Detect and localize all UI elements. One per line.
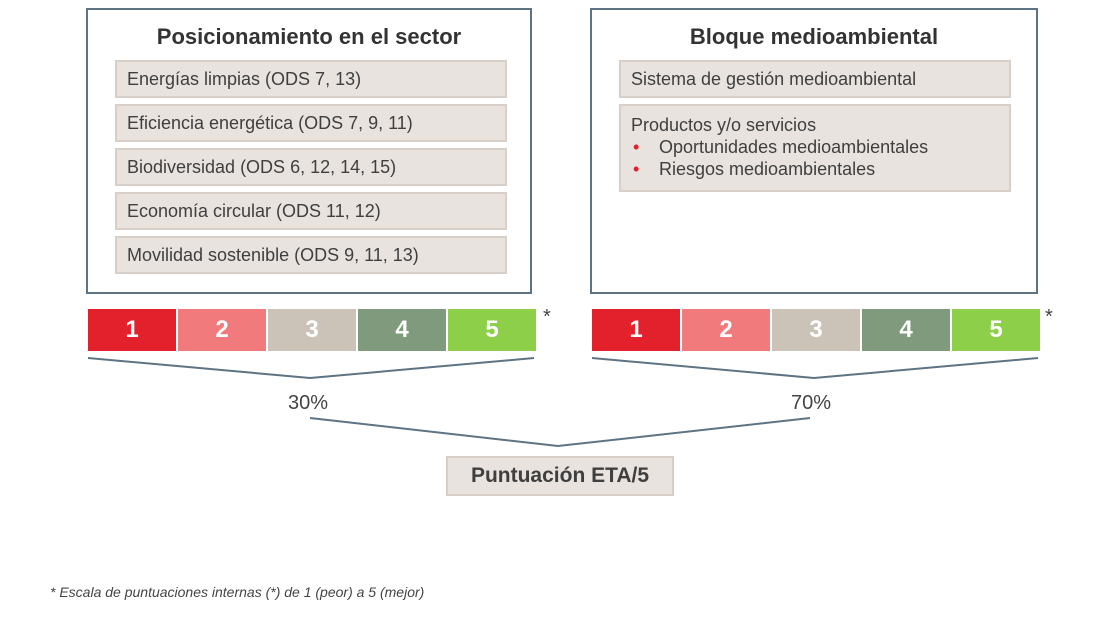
list-item: Biodiversidad (ODS 6, 12, 14, 15) (115, 148, 507, 186)
list-item: Sistema de gestión medioambiental (619, 60, 1011, 98)
bullet-text: Riesgos medioambientales (659, 159, 876, 179)
sector-positioning-panel: Posicionamiento en el sector Energías li… (86, 8, 532, 294)
scale-segment: 2 (682, 309, 770, 351)
scale-segment: 3 (772, 309, 860, 351)
weight-right: 70% (791, 392, 832, 414)
list-item: Economía circular (ODS 11, 12) (115, 192, 507, 230)
weight-left: 30% (288, 392, 329, 414)
scale-segment: 1 (592, 309, 680, 351)
list-item-products: Productos y/o servicios • Oportunidades … (619, 104, 1011, 192)
scale-segment: 2 (178, 309, 266, 351)
merge-bracket-line (309, 417, 811, 448)
bullet-text: Oportunidades medioambientales (659, 137, 929, 157)
score-scale-left: 1 2 3 4 5 (88, 309, 536, 351)
bullet-icon: • (633, 159, 640, 179)
item-heading: Productos y/o servicios (631, 115, 817, 135)
list-item: Energías limpias (ODS 7, 13) (115, 60, 507, 98)
scale-segment: 5 (952, 309, 1040, 351)
asterisk-mark: * (1045, 306, 1053, 328)
final-score-box: Puntuación ETA/5 (446, 456, 674, 496)
scale-segment: 4 (862, 309, 950, 351)
scale-segment: 3 (268, 309, 356, 351)
bullet-item: • Oportunidades medioambientales (631, 136, 1009, 158)
right-bracket-line (591, 357, 1039, 380)
bullet-icon: • (633, 137, 640, 157)
bullet-item: • Riesgos medioambientales (631, 158, 1009, 180)
scale-segment: 5 (448, 309, 536, 351)
environmental-block-panel: Bloque medioambiental Sistema de gestión… (590, 8, 1038, 294)
score-scale-right: 1 2 3 4 5 (592, 309, 1040, 351)
scale-segment: 4 (358, 309, 446, 351)
panel-title: Posicionamiento en el sector (156, 24, 462, 49)
asterisk-mark: * (543, 306, 551, 328)
scale-segment: 1 (88, 309, 176, 351)
list-item: Eficiencia energética (ODS 7, 9, 11) (115, 104, 507, 142)
panel-title: Bloque medioambiental (689, 24, 939, 49)
footnote: * Escala de puntuaciones internas (*) de… (50, 584, 425, 600)
list-item: Movilidad sostenible (ODS 9, 11, 13) (115, 236, 507, 274)
left-bracket-line (87, 357, 535, 380)
